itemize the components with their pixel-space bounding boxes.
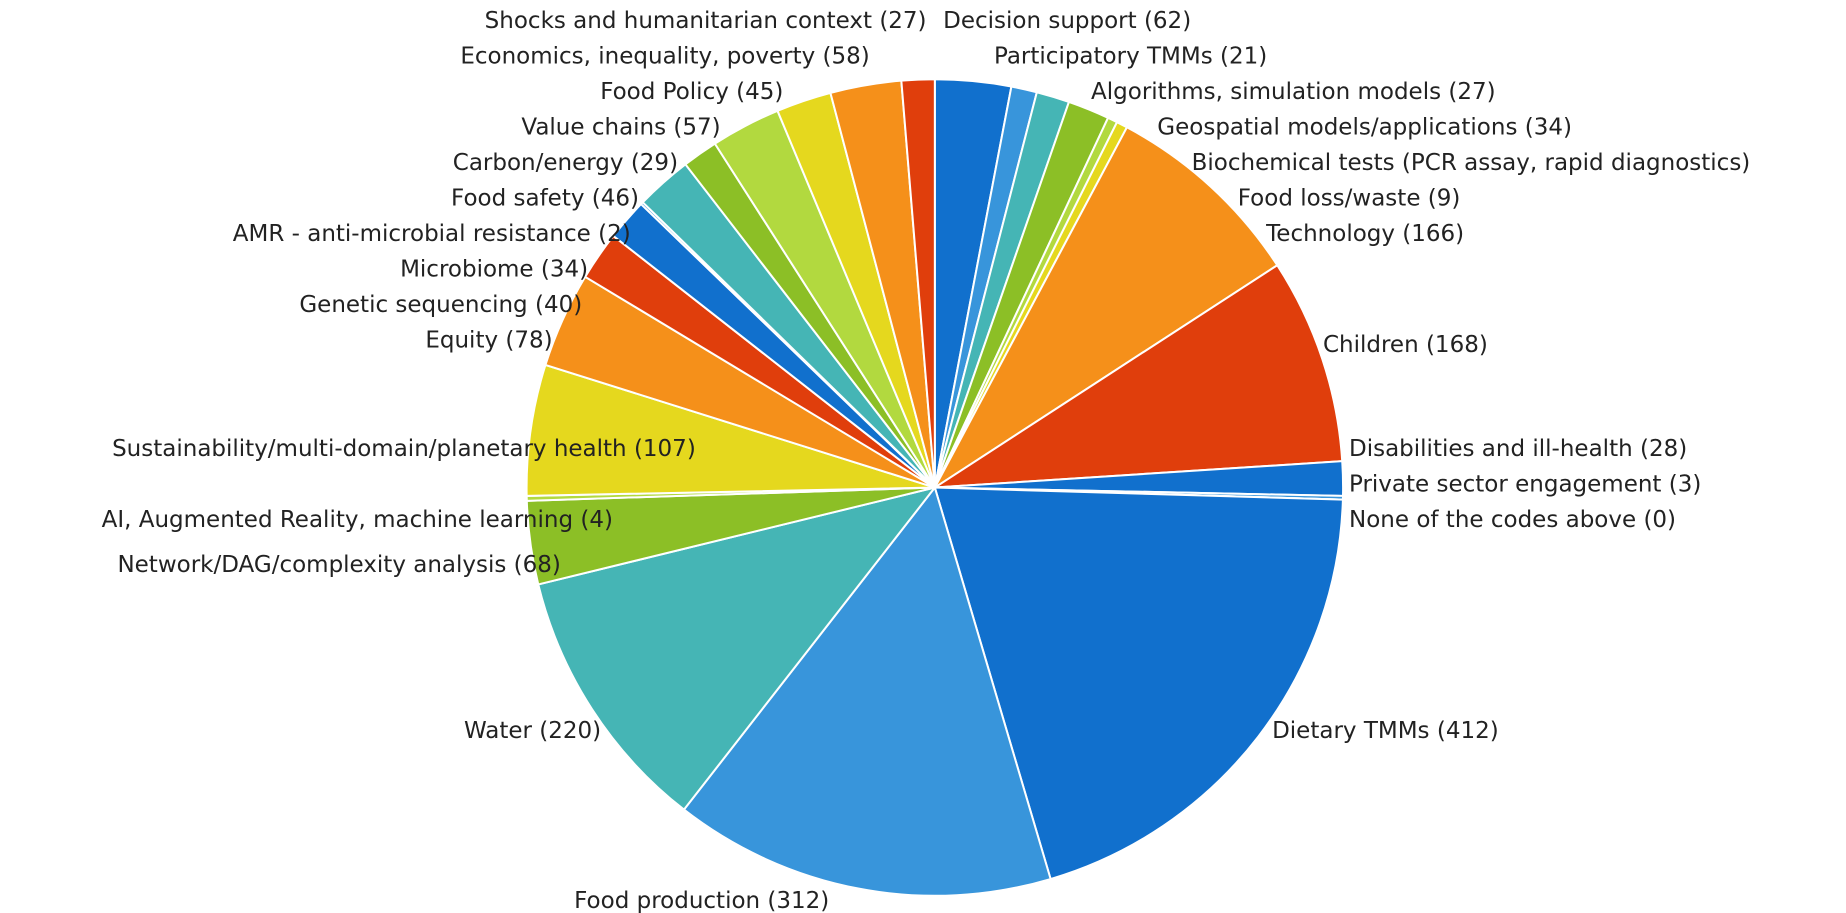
slice-label: Biochemical tests (PCR assay, rapid diag…: [1192, 150, 1751, 176]
slice: [537, 485, 938, 812]
slice: [682, 485, 1052, 897]
slice-label: Carbon/energy (29): [453, 150, 678, 176]
slice-label: Genetic sequencing (40): [299, 292, 582, 318]
slice-label: Decision support (62): [943, 8, 1191, 34]
slice: [900, 78, 936, 488]
slice-label: Economics, inequality, poverty (58): [460, 43, 869, 69]
slice-label: Food Policy (45): [600, 79, 783, 105]
slice-label: Dietary TMMs (412): [1272, 718, 1499, 744]
slice-label: Algorithms, simulation models (27): [1091, 79, 1496, 105]
slice: [931, 263, 1344, 489]
slice-label: None of the codes above (0): [1349, 507, 1676, 533]
slice-label: AI, Augmented Reality, machine learning …: [102, 507, 613, 533]
slice-label: Private sector engagement (3): [1349, 472, 1701, 498]
slice: [933, 486, 1344, 881]
slice-label: Participatory TMMs (21): [994, 43, 1267, 69]
slice-label: Food production (312): [574, 888, 829, 913]
slice-label: Technology (166): [1265, 221, 1464, 247]
slice-label: Shocks and humanitarian context (27): [485, 8, 927, 34]
slice-label: Equity (78): [425, 327, 552, 353]
slice-label: Network/DAG/complexity analysis (68): [117, 552, 560, 578]
slice-label: Water (220): [464, 718, 601, 744]
slice: [933, 125, 1279, 489]
slice-label: Food loss/waste (9): [1238, 185, 1461, 211]
slice-label: Food safety (46): [451, 185, 639, 211]
slice-label: Geospatial models/applications (34): [1157, 114, 1572, 140]
slice-label: Microbiome (34): [400, 256, 588, 282]
slice-label: AMR - anti-microbial resistance (2): [233, 221, 631, 247]
slice-label: Disabilities and ill-health (28): [1349, 436, 1687, 462]
slice-label: Value chains (57): [521, 114, 720, 140]
slice-label: Children (168): [1323, 332, 1488, 358]
slice-label: Sustainability/multi-domain/planetary he…: [112, 436, 696, 462]
